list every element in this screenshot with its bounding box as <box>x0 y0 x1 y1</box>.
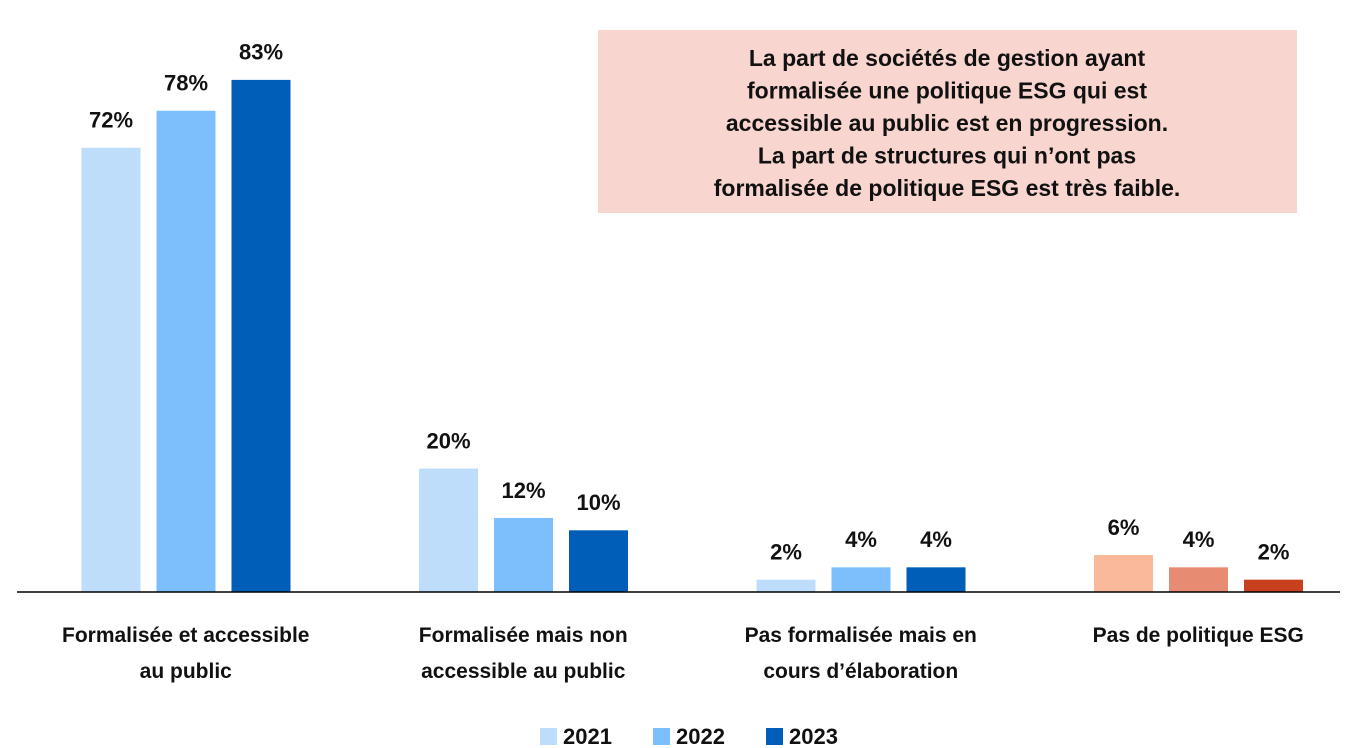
value-label: 4% <box>845 527 877 552</box>
x-tick-label: Formalisée et accessible au public <box>62 624 310 683</box>
x-tick-label: Pas de politique ESG <box>1092 624 1304 647</box>
annotation-text: formalisée de politique ESG est très fai… <box>714 175 1181 201</box>
x-tick-label: Formalisée mais non accessible au public <box>418 624 628 683</box>
value-label: 20% <box>426 428 470 453</box>
bar <box>156 110 216 593</box>
legend-swatch <box>540 728 557 745</box>
bar <box>419 468 478 592</box>
value-label: 6% <box>1108 515 1140 540</box>
bar <box>569 530 628 592</box>
annotation-text: La part de sociétés de gestion ayant <box>749 45 1146 71</box>
bar <box>81 147 141 592</box>
bar <box>494 517 553 592</box>
bar <box>1244 579 1303 592</box>
annotation-text: accessible au public est en progression. <box>726 110 1168 136</box>
bar <box>831 567 891 592</box>
bar <box>1169 567 1228 592</box>
legend-label: 2023 <box>789 724 838 748</box>
value-label: 78% <box>164 71 208 96</box>
value-label: 2% <box>1258 539 1290 564</box>
legend-label: 2021 <box>563 724 612 748</box>
value-label: 4% <box>920 527 952 552</box>
annotation-text: formalisée une politique ESG qui est <box>747 78 1147 104</box>
bar <box>1094 554 1153 592</box>
value-label: 2% <box>770 539 802 564</box>
legend-label: 2022 <box>676 724 725 748</box>
legend-swatch <box>766 728 783 745</box>
annotation-text: La part de structures qui n’ont pas <box>758 143 1136 169</box>
legend-swatch <box>653 728 670 745</box>
value-label: 4% <box>1183 527 1215 552</box>
x-tick-label: Pas formalisée mais en cours d’élaborati… <box>744 624 977 683</box>
bar <box>756 579 816 592</box>
annotation-box <box>598 30 1297 213</box>
value-label: 72% <box>89 108 133 133</box>
bar <box>906 567 966 592</box>
value-label: 10% <box>576 490 620 515</box>
value-label: 83% <box>239 40 283 65</box>
value-label: 12% <box>501 478 545 503</box>
bar <box>231 79 291 592</box>
